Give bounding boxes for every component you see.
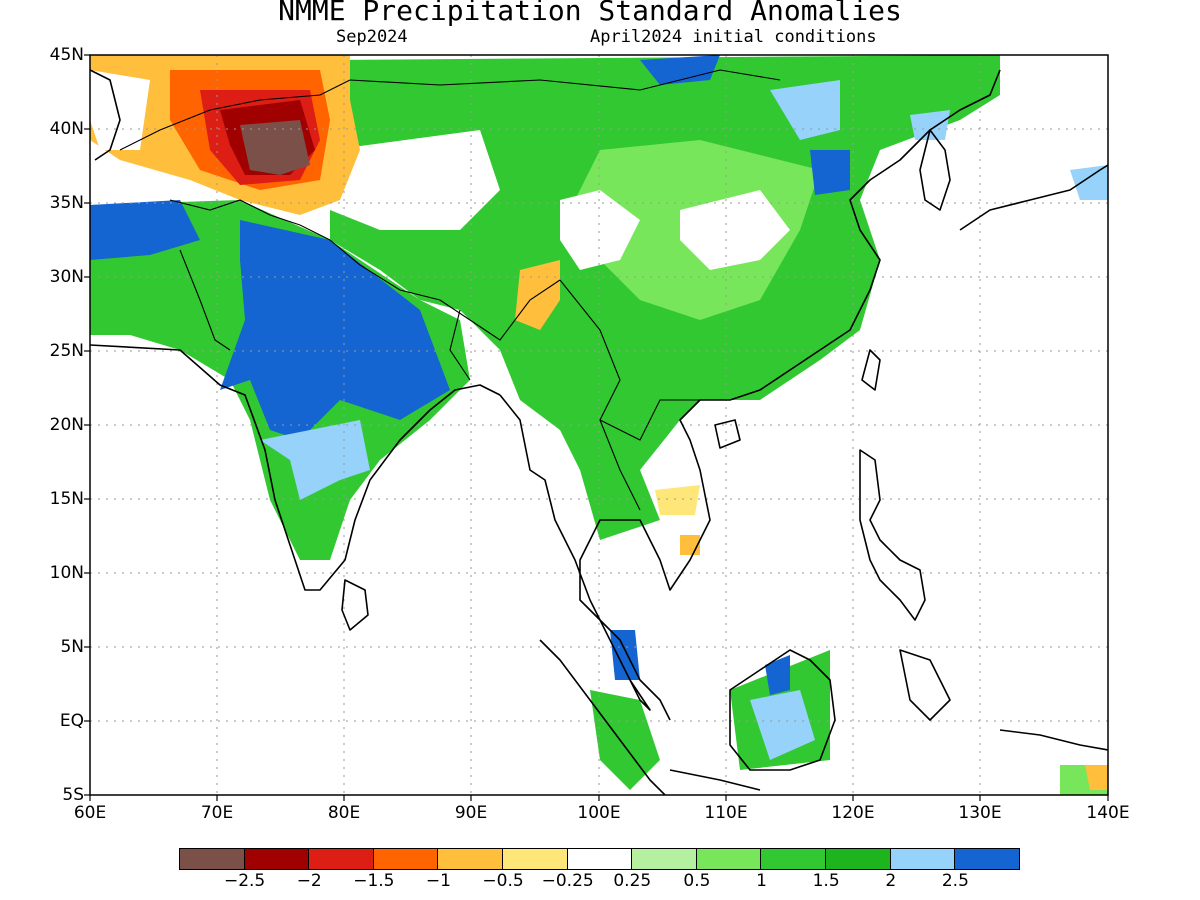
anomaly-region-ne-china-wet <box>810 150 850 195</box>
coast-borneo <box>729 649 836 771</box>
coast-japan <box>959 164 1108 231</box>
colorbar-label-5: −0.25 <box>541 871 594 891</box>
map-title: NMME Precipitation Standard Anomalies <box>278 0 902 27</box>
lat-label-30n: 30N <box>49 267 84 287</box>
colorbar-label-10: 2 <box>885 871 897 891</box>
lat-label-10n: 10N <box>49 563 84 583</box>
lat-label-5n: 5N <box>60 637 84 657</box>
lat-label-eq: EQ <box>59 711 84 731</box>
lon-label-70e: 70E <box>200 803 234 823</box>
borders <box>119 69 781 511</box>
coast-philippines <box>859 449 926 621</box>
lat-label-40n: 40N <box>49 119 84 139</box>
anomaly-region-central-asia-max <box>240 120 310 175</box>
coast-sulawesi <box>899 649 951 721</box>
lon-label-100e: 100E <box>577 803 621 823</box>
colorbar-box-0 <box>179 848 245 870</box>
colorbar-label-1: −2 <box>296 871 322 891</box>
lon-label-140e: 140E <box>1086 803 1130 823</box>
anomaly-region-india-blue <box>260 420 370 500</box>
colorbar <box>179 848 1020 870</box>
initial-conditions-label: April2024 initial conditions <box>590 27 877 47</box>
anomaly-region-malaysia-wet <box>610 630 640 680</box>
coast-malay <box>599 619 671 721</box>
lat-label-25n: 25N <box>49 341 84 361</box>
anomaly-region-sumatra-green <box>590 690 660 790</box>
tick-marks <box>84 54 1109 801</box>
graticule <box>90 55 1108 795</box>
colorbar-label-9: 1.5 <box>812 871 840 891</box>
colorbar-box-2 <box>308 848 374 870</box>
coast-india <box>90 344 501 591</box>
coast-caspian <box>90 69 121 161</box>
coast-hainan <box>714 419 741 449</box>
colorbar-box-12 <box>954 848 1020 870</box>
anomaly-region-borneo-blue <box>750 690 815 760</box>
colorbar-box-5 <box>502 848 568 870</box>
target-month-label: Sep2024 <box>336 27 408 47</box>
coast-indochina <box>499 69 1001 711</box>
lat-label-15n: 15N <box>49 489 84 509</box>
anomaly-region-west-wet <box>90 200 200 260</box>
coast-newguinea <box>999 729 1108 751</box>
anomaly-region-caspian-near-normal <box>90 70 150 150</box>
colorbar-box-11 <box>889 848 956 870</box>
coastlines <box>90 69 1108 795</box>
coast-sumatra <box>539 639 666 795</box>
colorbar-label-3: −1 <box>425 871 451 891</box>
colorbar-box-10 <box>825 848 891 870</box>
lon-label-80e: 80E <box>327 803 361 823</box>
anomaly-region-korea-blue <box>910 110 950 140</box>
colorbar-label-4: −0.5 <box>482 871 524 891</box>
coast-java <box>669 769 761 791</box>
anomaly-region-png-dry <box>1085 765 1108 790</box>
colorbar-box-9 <box>760 848 827 870</box>
anomaly-region-india-wet <box>220 220 450 440</box>
lon-label-60e: 60E <box>73 803 107 823</box>
anomaly-region-tarim-near-normal <box>330 130 500 230</box>
lat-label-35n: 35N <box>49 193 84 213</box>
anomaly-field <box>90 55 1108 795</box>
lon-label-130e: 130E <box>958 803 1002 823</box>
colorbar-box-1 <box>243 848 310 870</box>
lon-label-110e: 110E <box>704 803 748 823</box>
anomaly-region-mongolia-wet <box>640 55 720 85</box>
coast-srilanka <box>341 579 369 631</box>
colorbar-label-2: −1.5 <box>353 871 395 891</box>
anomaly-region-japan-blue <box>1070 165 1108 200</box>
colorbar-label-7: 0.5 <box>683 871 711 891</box>
anomaly-region-central-china-near-normal <box>680 190 790 270</box>
coast-korea <box>919 129 951 211</box>
colorbar-box-4 <box>437 848 504 870</box>
anomaly-region-china-near-normal <box>560 190 640 270</box>
anomaly-region-mongolia-blue <box>770 80 840 140</box>
lon-label-90e: 90E <box>454 803 488 823</box>
lon-label-120e: 120E <box>831 803 875 823</box>
colorbar-box-3 <box>372 848 439 870</box>
lat-label-45n: 45N <box>49 45 84 65</box>
colorbar-box-8 <box>695 848 762 870</box>
colorbar-label-0: −2.5 <box>223 871 266 891</box>
coast-taiwan <box>861 349 881 391</box>
colorbar-label-8: 1 <box>756 871 767 891</box>
colorbar-label-6: 0.25 <box>613 871 652 891</box>
anomaly-region-cambodia-dry <box>655 485 700 515</box>
colorbar-box-7 <box>631 848 697 870</box>
colorbar-label-11: 2.5 <box>941 871 969 891</box>
colorbar-box-6 <box>566 848 633 870</box>
lat-label-20n: 20N <box>49 415 84 435</box>
anomaly-region-borneo-wet <box>765 655 790 695</box>
lat-label-5s: 5S <box>62 785 84 805</box>
